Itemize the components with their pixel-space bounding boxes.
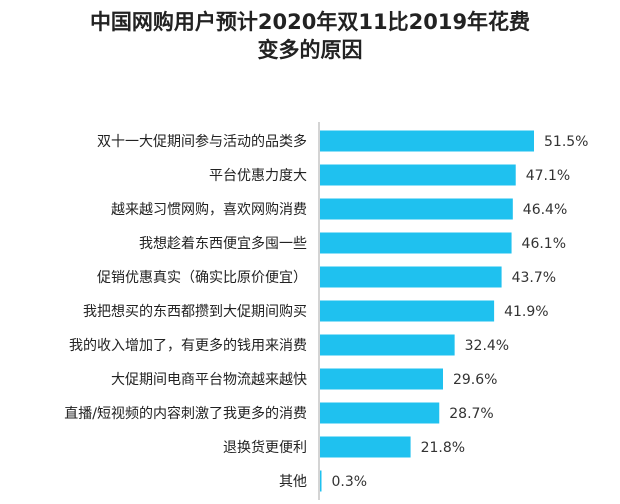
value-label: 21.8% — [421, 440, 465, 456]
category-label: 我想趁着东西便宜多囤一些 — [139, 235, 307, 252]
category-label: 退换货更便利 — [223, 439, 307, 456]
bar — [320, 130, 534, 152]
category-label: 越来越习惯网购，喜欢网购消费 — [111, 201, 307, 218]
value-label: 51.5% — [544, 134, 588, 150]
value-label: 43.7% — [512, 270, 556, 286]
value-label: 29.6% — [453, 372, 497, 388]
bar — [320, 402, 440, 424]
category-label: 我把想买的东西都攒到大促期间购买 — [83, 304, 307, 320]
value-label: 0.3% — [332, 474, 368, 490]
value-label: 46.1% — [522, 236, 566, 252]
bar — [320, 266, 502, 288]
value-label: 46.4% — [523, 202, 567, 218]
bar — [320, 198, 513, 220]
category-label: 直播/短视频的内容刺激了我更多的消费 — [64, 405, 307, 422]
category-label: 其他 — [279, 474, 307, 490]
bar — [320, 300, 495, 322]
chart-title-line-2: 变多的原因 — [257, 38, 363, 62]
value-label: 28.7% — [449, 406, 493, 422]
bar — [320, 470, 322, 492]
category-label: 促销优惠真实（确实比原价便宜） — [97, 270, 307, 286]
chart-title: 中国网购用户预计2020年双11比2019年花费 变多的原因 — [0, 8, 620, 64]
category-label: 我的收入增加了，有更多的钱用来消费 — [69, 337, 307, 354]
bar — [320, 164, 516, 186]
category-label: 大促期间电商平台物流越来越快 — [111, 372, 307, 388]
category-label: 双十一大促期间参与活动的品类多 — [97, 133, 307, 150]
bar — [320, 368, 443, 390]
value-label: 47.1% — [526, 168, 570, 184]
value-label: 32.4% — [465, 338, 509, 354]
value-label: 41.9% — [504, 304, 548, 320]
bar — [320, 232, 512, 254]
category-label: 平台优惠力度大 — [209, 168, 307, 184]
bar — [320, 436, 411, 458]
bar — [320, 334, 455, 356]
chart-title-line-1: 中国网购用户预计2020年双11比2019年花费 — [89, 10, 531, 34]
